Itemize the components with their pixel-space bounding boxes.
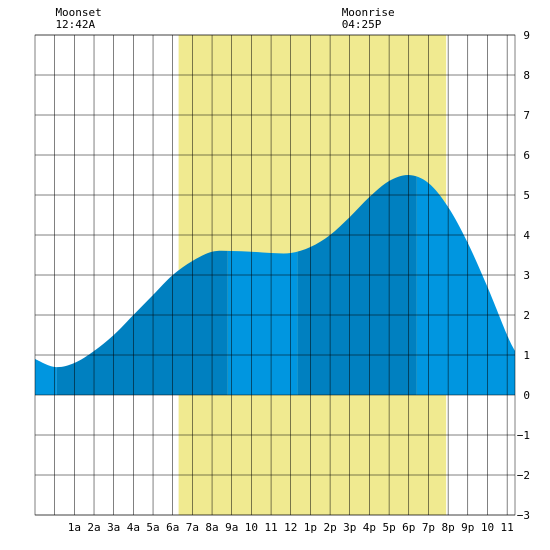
x-tick-label: 10 — [481, 521, 494, 534]
x-tick-label: 7a — [186, 521, 199, 534]
y-tick-label: −2 — [517, 469, 530, 482]
x-tick-label: 11 — [264, 521, 277, 534]
y-axis-ticks: 9 8 7 6 5 4 3 2 1 0 −1 −2 −3 — [517, 29, 531, 522]
moonset-time: 12:42A — [55, 18, 95, 31]
x-tick-label: 3p — [343, 521, 356, 534]
x-tick-label: 7p — [422, 521, 435, 534]
y-tick-label: −1 — [517, 429, 530, 442]
x-tick-label: 8a — [205, 521, 218, 534]
y-tick-label: 1 — [523, 349, 530, 362]
y-tick-label: −3 — [517, 509, 530, 522]
x-tick-label: 3a — [107, 521, 120, 534]
y-tick-label: 5 — [523, 189, 530, 202]
y-tick-label: 8 — [523, 69, 530, 82]
y-tick-label: 6 — [523, 149, 530, 162]
x-tick-label: 5p — [382, 521, 395, 534]
y-tick-label: 2 — [523, 309, 530, 322]
y-tick-label: 4 — [523, 229, 530, 242]
x-tick-label: 1p — [304, 521, 317, 534]
x-tick-label: 6p — [402, 521, 415, 534]
x-tick-label: 8p — [441, 521, 454, 534]
y-tick-label: 9 — [523, 29, 530, 42]
x-tick-label: 9a — [225, 521, 238, 534]
x-tick-label: 12 — [284, 521, 297, 534]
x-tick-label: 4a — [127, 521, 140, 534]
x-tick-label: 2p — [323, 521, 336, 534]
moonrise-label: Moonrise — [342, 6, 395, 19]
y-tick-label: 3 — [523, 269, 530, 282]
x-tick-label: 2a — [87, 521, 100, 534]
x-tick-label: 11 — [501, 521, 514, 534]
grid — [34, 34, 516, 516]
moonrise-time: 04:25P — [342, 18, 382, 31]
x-tick-label: 5a — [146, 521, 159, 534]
x-axis-ticks: 1a 2a 3a 4a 5a 6a 7a 8a 9a 10 11 12 1p 2p 3p 4p 5p 6p 7p 8p… — [68, 521, 514, 534]
x-tick-label: 1a — [68, 521, 81, 534]
moonset-label: Moonset — [55, 6, 101, 19]
x-tick-label: 4p — [363, 521, 376, 534]
y-tick-label: 0 — [523, 389, 530, 402]
x-tick-label: 9p — [461, 521, 474, 534]
x-tick-label: 10 — [245, 521, 258, 534]
x-tick-label: 6a — [166, 521, 179, 534]
y-tick-label: 7 — [523, 109, 530, 122]
plot-border — [34, 34, 516, 516]
